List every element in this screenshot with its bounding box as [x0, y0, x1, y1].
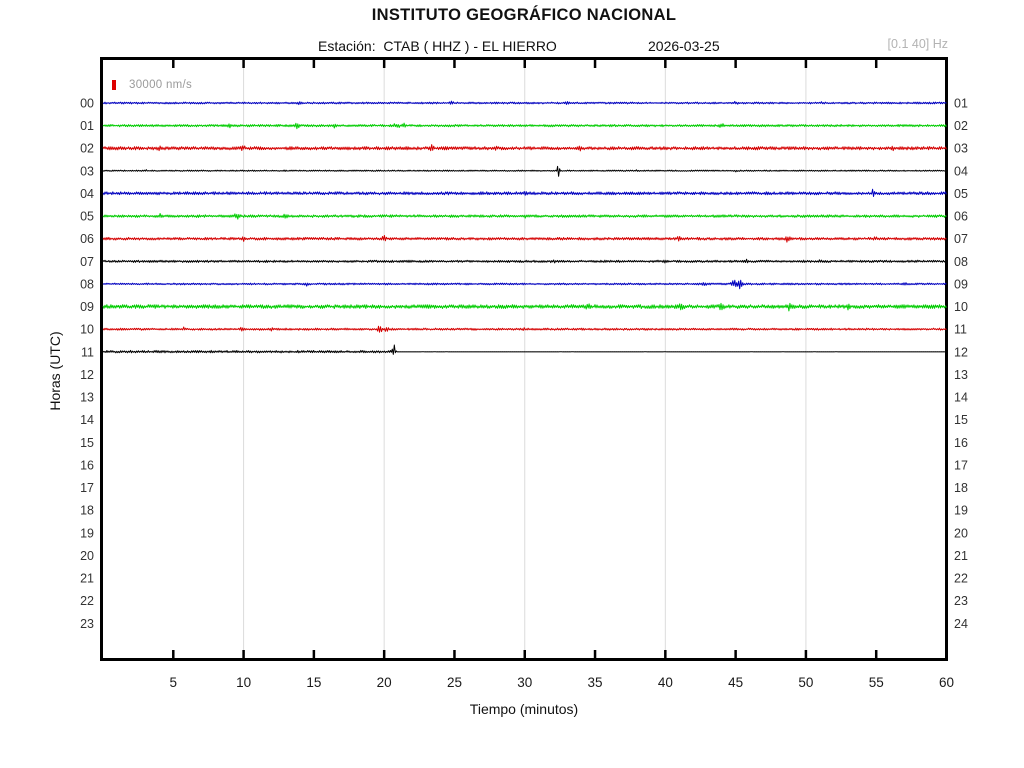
hour-label-right-02: 02: [954, 119, 968, 133]
hour-label-right-09: 09: [954, 277, 968, 291]
hour-label-right-04: 04: [954, 164, 968, 178]
hour-label-left-06: 06: [80, 232, 94, 246]
hour-label-right-22: 22: [954, 572, 968, 586]
trace-hour-05: [102, 213, 947, 220]
x-tick-label-60: 60: [939, 675, 954, 690]
trace-hour-02: [102, 144, 947, 152]
hour-label-left-00: 00: [80, 97, 94, 111]
x-tick-label-10: 10: [236, 675, 251, 690]
hour-label-left-07: 07: [80, 255, 94, 269]
scale-label: 30000 nm/s: [129, 79, 193, 91]
scale-legend: 30000 nm/s: [112, 79, 192, 91]
scale-marker-icon: [112, 80, 116, 90]
hour-label-right-06: 06: [954, 210, 968, 224]
plot-date: 2026-03-25: [648, 38, 720, 54]
filter-band-label: [0.1 40] Hz: [887, 37, 948, 51]
x-tick-label-20: 20: [377, 675, 392, 690]
hour-label-right-01: 01: [954, 97, 968, 111]
x-tick-label-40: 40: [658, 675, 673, 690]
hour-label-left-01: 01: [80, 119, 94, 133]
hour-label-right-10: 10: [954, 300, 968, 314]
x-tick-label-45: 45: [728, 675, 743, 690]
trace-hour-06: [102, 235, 947, 243]
hour-label-right-15: 15: [954, 413, 968, 427]
hour-label-left-21: 21: [80, 572, 94, 586]
hour-label-left-05: 05: [80, 210, 94, 224]
hour-label-left-03: 03: [80, 164, 94, 178]
station-label: Estación:: [318, 38, 376, 54]
x-tick-label-25: 25: [447, 675, 462, 690]
hour-label-right-18: 18: [954, 481, 968, 495]
hour-label-left-19: 19: [80, 526, 94, 540]
hour-label-right-21: 21: [954, 549, 968, 563]
hour-label-left-02: 02: [80, 142, 94, 156]
hour-label-left-13: 13: [80, 391, 94, 405]
hour-label-right-23: 23: [954, 594, 968, 608]
trace-hour-11: [102, 344, 947, 355]
hour-label-right-13: 13: [954, 368, 968, 382]
trace-hour-10: [102, 325, 947, 333]
hour-label-left-12: 12: [80, 368, 94, 382]
hour-label-right-14: 14: [954, 391, 968, 405]
x-tick-label-50: 50: [798, 675, 813, 690]
trace-hour-08: [102, 279, 947, 290]
hour-label-left-17: 17: [80, 481, 94, 495]
hour-label-left-15: 15: [80, 436, 94, 450]
x-tick-label-5: 5: [170, 675, 178, 690]
hour-label-left-10: 10: [80, 323, 94, 337]
x-axis-label: Tiempo (minutos): [469, 701, 579, 717]
hour-label-left-14: 14: [80, 413, 94, 427]
trace-hour-09: [102, 302, 947, 312]
hour-label-right-08: 08: [954, 255, 968, 269]
trace-hour-03: [102, 165, 947, 177]
hour-label-right-24: 24: [954, 617, 968, 631]
hour-label-left-23: 23: [80, 617, 94, 631]
hour-label-left-22: 22: [80, 594, 94, 608]
hour-label-right-11: 11: [954, 323, 967, 337]
station-subtitle: Estación: CTAB ( HHZ ) - EL HIERRO: [318, 38, 557, 54]
station-name: CTAB ( HHZ ) - EL HIERRO: [383, 38, 557, 54]
hour-label-left-11: 11: [81, 345, 94, 359]
trace-hour-04: [102, 188, 947, 197]
plot-frame: [100, 57, 948, 661]
trace-hour-01: [102, 122, 947, 130]
hour-label-left-16: 16: [80, 458, 94, 472]
hour-label-right-05: 05: [954, 187, 968, 201]
page-title: INSTITUTO GEOGRÁFICO NACIONAL: [371, 6, 677, 24]
hour-label-right-16: 16: [954, 436, 968, 450]
hour-label-left-09: 09: [80, 300, 94, 314]
hour-label-left-08: 08: [80, 277, 94, 291]
hour-label-left-20: 20: [80, 549, 94, 563]
x-tick-label-35: 35: [588, 675, 603, 690]
x-tick-label-55: 55: [869, 675, 884, 690]
hour-label-left-04: 04: [80, 187, 94, 201]
trace-hour-07: [102, 258, 947, 264]
hour-label-right-03: 03: [954, 142, 968, 156]
hour-label-right-20: 20: [954, 526, 968, 540]
hour-label-right-12: 12: [954, 345, 968, 359]
hour-label-left-18: 18: [80, 504, 94, 518]
hour-label-right-07: 07: [954, 232, 968, 246]
hour-label-right-17: 17: [954, 458, 968, 472]
x-tick-label-30: 30: [517, 675, 532, 690]
trace-hour-00: [102, 100, 947, 106]
x-tick-label-15: 15: [306, 675, 321, 690]
hour-label-right-19: 19: [954, 504, 968, 518]
